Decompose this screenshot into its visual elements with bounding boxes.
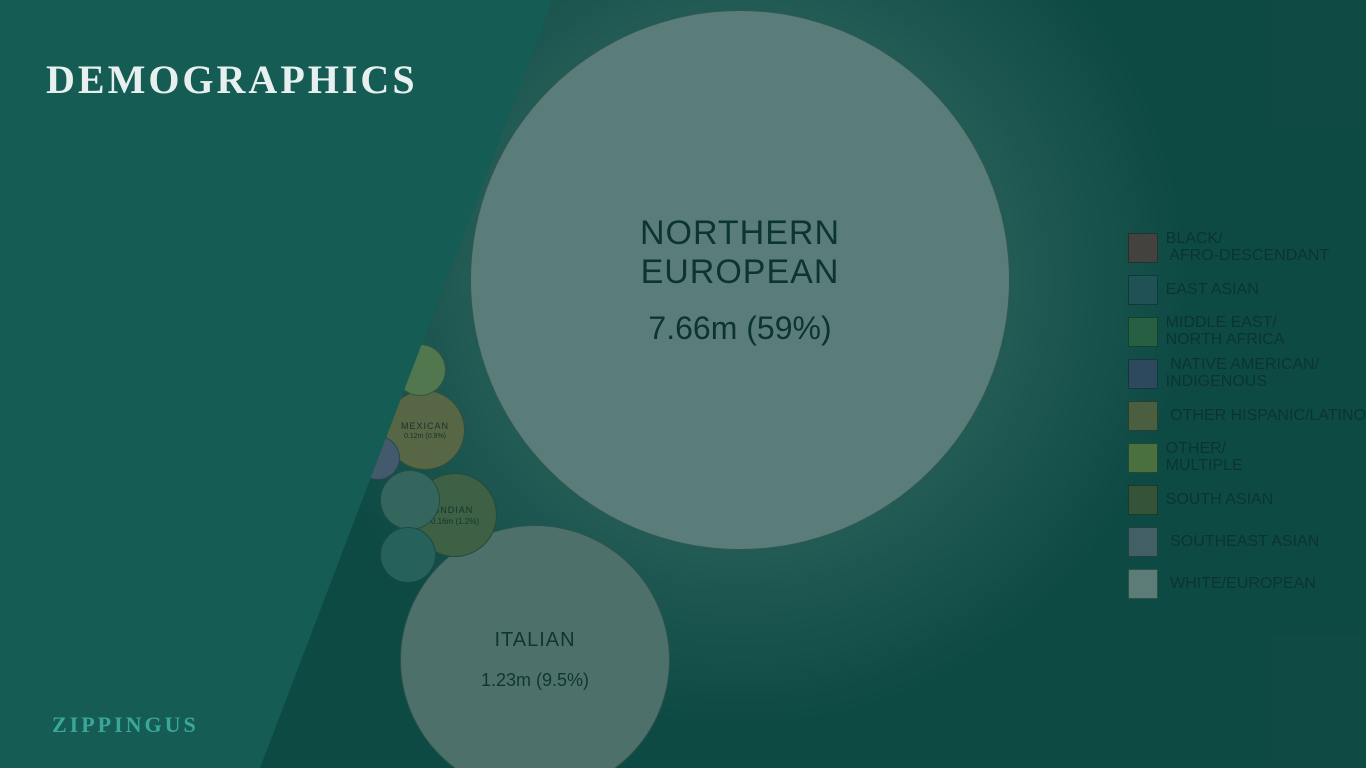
legend-item: OTHER HISPANIC/LATINO: [1128, 398, 1366, 434]
legend-swatch: [1128, 569, 1158, 599]
bubble-label: MEXICAN: [401, 421, 449, 431]
legend-label: NATIVE AMERICAN/ INDIGENOUS: [1166, 357, 1320, 391]
bubble-label: ITALIAN: [494, 629, 575, 652]
bubble-sm1: [380, 470, 440, 530]
bubble-label: NORTHERN EUROPEAN: [640, 214, 840, 292]
legend-item: WHITE/EUROPEAN: [1128, 566, 1366, 602]
slide: NORTHERN EUROPEAN 7.66m (59%) ITALIAN 1.23m…: [0, 0, 1366, 768]
bubble-value: 7.66m (59%): [648, 310, 831, 347]
bubble-value: 0.16m (1.2%): [431, 517, 479, 526]
legend-label: EAST ASIAN: [1166, 282, 1259, 299]
bubble-northern-european: NORTHERN EUROPEAN 7.66m (59%): [470, 10, 1010, 550]
legend-swatch: [1128, 527, 1158, 557]
legend-swatch: [1128, 233, 1158, 263]
legend-label: SOUTHEAST ASIAN: [1166, 534, 1320, 551]
legend-item: BLACK/ AFRO-DESCENDANT: [1128, 230, 1366, 266]
legend-swatch: [1128, 359, 1158, 389]
bubble-value: 1.23m (9.5%): [481, 670, 589, 691]
bubble-label: INDIAN: [437, 505, 474, 515]
legend-swatch: [1128, 401, 1158, 431]
legend-item: MIDDLE EAST/ NORTH AFRICA: [1128, 314, 1366, 350]
legend-swatch: [1128, 317, 1158, 347]
legend-label: OTHER HISPANIC/LATINO: [1166, 408, 1366, 425]
page-title: DEMOGRAPHICS: [46, 56, 418, 103]
legend: BLACK/ AFRO-DESCENDANT EAST ASIAN MIDDLE E…: [1128, 230, 1366, 608]
legend-item: OTHER/ MULTIPLE: [1128, 440, 1366, 476]
legend-label: SOUTH ASIAN: [1166, 492, 1274, 509]
legend-label: BLACK/ AFRO-DESCENDANT: [1166, 231, 1330, 265]
legend-item: SOUTHEAST ASIAN: [1128, 524, 1366, 560]
legend-item: EAST ASIAN: [1128, 272, 1366, 308]
legend-label: MIDDLE EAST/ NORTH AFRICA: [1166, 315, 1285, 349]
bubble-value: 0.12m (0.9%): [404, 433, 446, 440]
legend-swatch: [1128, 443, 1158, 473]
legend-item: SOUTH ASIAN: [1128, 482, 1366, 518]
legend-label: OTHER/ MULTIPLE: [1166, 441, 1243, 475]
legend-swatch: [1128, 275, 1158, 305]
bubble-sm2: [380, 527, 436, 583]
brand-mark: ZIPPINGUS: [52, 712, 199, 738]
legend-label: WHITE/EUROPEAN: [1166, 576, 1316, 593]
legend-swatch: [1128, 485, 1158, 515]
legend-item: NATIVE AMERICAN/ INDIGENOUS: [1128, 356, 1366, 392]
